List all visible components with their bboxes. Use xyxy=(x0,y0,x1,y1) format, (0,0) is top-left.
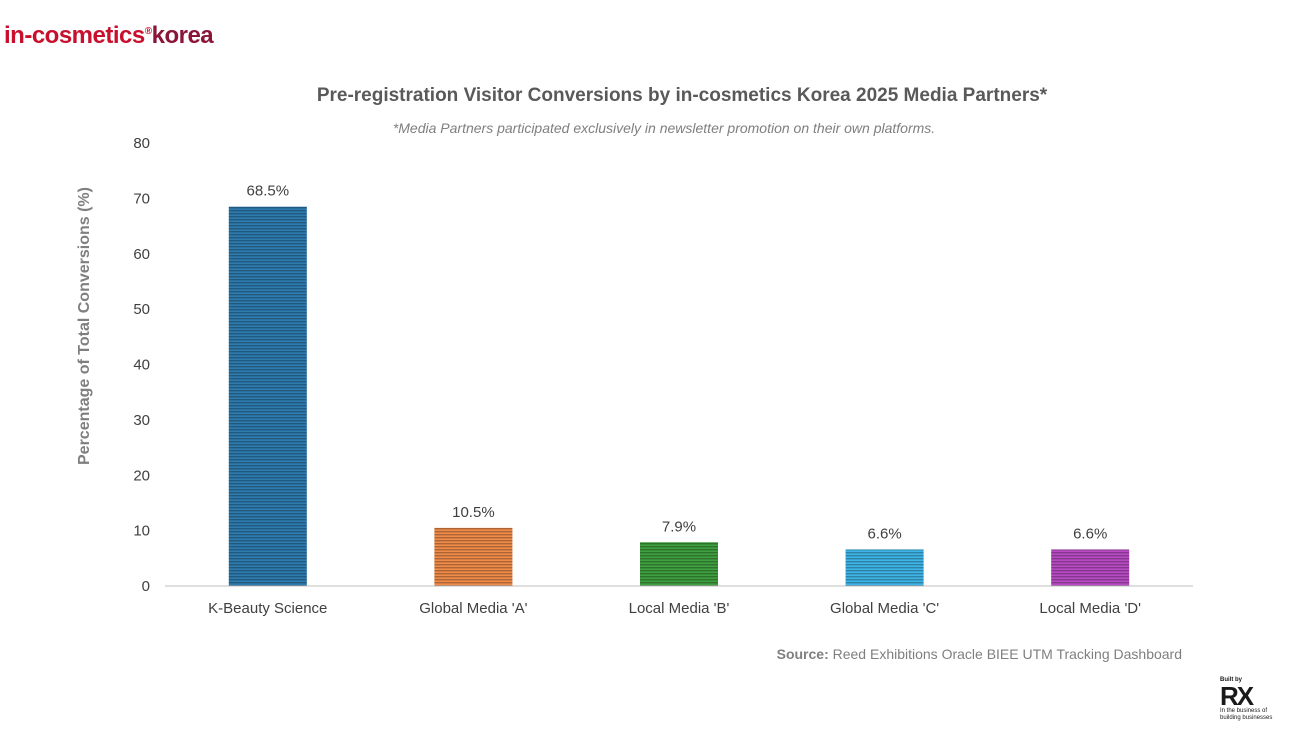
x-tick-label: Global Media 'A' xyxy=(419,600,527,617)
logo-registered-mark: ® xyxy=(144,26,152,37)
y-tick-label: 20 xyxy=(133,467,150,484)
source-text: Reed Exhibitions Oracle BIEE UTM Trackin… xyxy=(832,646,1182,662)
rx-built-by: Built by xyxy=(1220,677,1242,683)
x-axis-tick-labels: K-Beauty Science Global Media 'A' Local Me… xyxy=(208,600,1141,617)
source-label: Source: xyxy=(776,646,829,662)
bar-stripe-overlay xyxy=(1051,549,1130,586)
x-tick-label: Local Media 'D' xyxy=(1039,600,1141,617)
bar-stripe-overlay xyxy=(640,542,718,586)
bar-data-label: 6.6% xyxy=(867,525,901,542)
x-tick-label: Global Media 'C' xyxy=(830,600,939,617)
in-cosmetics-korea-logo: in-cosmetics®korea xyxy=(4,18,214,50)
rx-tagline-2: building businesses xyxy=(1220,715,1273,721)
y-tick-label: 30 xyxy=(133,412,150,429)
bar-data-label: 6.6% xyxy=(1073,525,1107,542)
y-tick-label: 0 xyxy=(142,578,150,595)
bar-data-label: 10.5% xyxy=(452,504,495,521)
y-tick-label: 60 xyxy=(133,246,150,263)
y-tick-label: 10 xyxy=(133,523,150,540)
chart-subtitle: *Media Partners participated exclusively… xyxy=(392,120,936,136)
y-tick-label: 80 xyxy=(133,135,150,152)
x-tick-label: Local Media 'B' xyxy=(629,600,730,617)
bar-stripe-overlay xyxy=(845,549,924,586)
source-note: Source: Reed Exhibitions Oracle BIEE UTM… xyxy=(777,646,1182,662)
bars-group xyxy=(228,206,1130,586)
bar-data-label: 7.9% xyxy=(662,518,696,535)
chart-title: Pre-registration Visitor Conversions by … xyxy=(316,85,1048,106)
y-tick-label: 50 xyxy=(133,301,150,318)
y-tick-label: 70 xyxy=(133,190,150,207)
y-axis-ticks: 0 10 20 30 40 50 60 70 80 xyxy=(133,135,150,595)
rx-mark: RX xyxy=(1220,681,1254,711)
x-tick-label: K-Beauty Science xyxy=(208,600,327,617)
bar-data-label: 68.5% xyxy=(247,183,290,200)
bar-stripe-overlay xyxy=(434,527,513,586)
logo-text-korea: korea xyxy=(151,22,214,49)
data-labels-group: 68.5% 10.5% 7.9% 6.6% 6.6% xyxy=(247,183,1108,543)
logo-text-in-cosmetics: in-cosmetics xyxy=(4,22,145,49)
rx-logo: Built by RX In the business of building … xyxy=(1220,676,1290,722)
bar-stripe-overlay xyxy=(228,206,307,586)
y-tick-label: 40 xyxy=(133,357,150,374)
rx-tagline-1: In the business of xyxy=(1220,708,1268,714)
